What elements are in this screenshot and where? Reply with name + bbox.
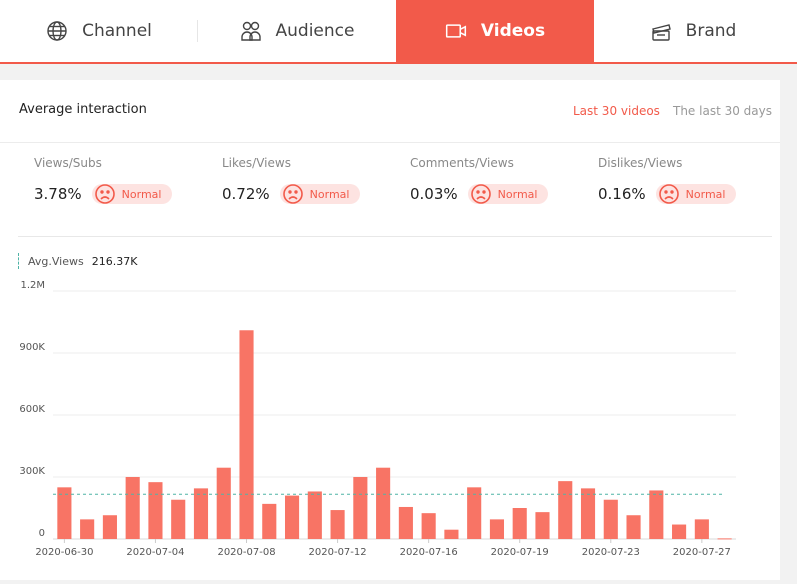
bar [330,510,345,539]
views-bar-chart: 0 300K 600K 900K 1.2M 2020-06-30 2020-07-04 202… [19,280,736,558]
metric-dislikes-views: Dislikes/Views 0.16% Normal [582,156,762,204]
y-tick-label: 1.2M [20,280,45,291]
sad-face-icon [658,184,679,204]
bar [444,529,459,539]
x-tick-label: 2020-07-04 [126,547,184,558]
bar [535,512,550,539]
bar [216,467,231,539]
bar [672,524,687,539]
status-badge: Normal [655,184,737,204]
panel-title: Average interaction [19,102,147,117]
sad-face-icon [282,184,303,204]
bar [80,519,95,539]
y-tick-label: 600K [19,404,45,415]
sad-face-icon [94,184,115,204]
tab-label: Audience [275,21,355,41]
metric-value: 0.16% [598,185,646,203]
tab-label: Brand [685,21,737,41]
tab-divider [197,20,198,42]
bar [239,330,254,539]
bar [489,519,505,539]
panel-header: Average interaction Last 30 videos The l… [0,80,780,143]
average-interaction-panel: Average interaction Last 30 videos The l… [0,80,780,580]
x-tick-label: 2020-07-16 [400,547,458,558]
bar [694,519,709,539]
bar [580,488,596,539]
bar [57,487,72,539]
bar [262,503,277,539]
bar [102,515,117,539]
tab-label: Videos [480,21,546,41]
tab-channel[interactable]: Channel [0,0,198,62]
bar [558,481,573,539]
bar [649,490,664,539]
metric-label: Views/Subs [34,156,102,170]
x-tick-label: 2020-07-27 [673,547,731,558]
video-icon [445,24,466,38]
tab-audience[interactable]: Audience [198,0,396,62]
y-tick-label: 900K [19,342,45,353]
metrics-row: Views/Subs 3.78% Normal Likes/Views 0.72… [18,156,772,237]
bar [717,538,732,540]
globe-icon [47,21,67,41]
brand-icon [651,24,671,41]
bar [421,513,436,539]
average-label: Avg.Views [28,254,84,268]
status-badge: Normal [279,184,361,204]
bar [148,482,163,539]
bar [353,477,368,539]
x-tick-label: 2020-06-30 [35,547,93,558]
status-badge: Normal [91,184,173,204]
bar [626,515,641,539]
metric-views-subs: Views/Subs 3.78% Normal [18,156,198,204]
metric-value: 0.72% [222,185,270,203]
bar [125,477,140,539]
bar [467,487,482,539]
average-views-legend: Avg.Views 216.37K [18,253,137,269]
x-tick-label: 2020-07-19 [491,547,549,558]
metric-label: Comments/Views [410,156,514,170]
status-label: Normal [309,187,350,201]
bar [398,506,413,539]
bar [603,499,618,539]
status-badge: Normal [467,184,549,204]
bar [376,467,391,539]
metric-label: Likes/Views [222,156,291,170]
metric-label: Dislikes/Views [598,156,683,170]
y-tick-label: 300K [19,466,45,477]
range-last-30-days[interactable]: The last 30 days [673,104,772,118]
metric-comments-views: Comments/Views 0.03% Normal [394,156,574,204]
range-last-30-videos[interactable]: Last 30 videos [573,104,660,118]
bar [193,488,209,539]
bar [307,491,322,539]
tab-bar: Channel Audience Videos Brand [0,0,797,64]
bar [171,499,186,539]
tab-label: Channel [82,21,152,41]
y-tick-label: 0 [39,528,45,539]
audience-icon [240,21,261,41]
x-tick-label: 2020-07-23 [582,547,640,558]
metric-value: 0.03% [410,185,458,203]
x-tick-label: 2020-07-12 [309,547,367,558]
tab-videos[interactable]: Videos [396,0,594,62]
average-value: 216.37K [91,254,138,268]
average-line-swatch [18,253,19,269]
bar [512,508,527,539]
metric-value: 3.78% [34,185,82,203]
metric-likes-views: Likes/Views 0.72% Normal [206,156,386,204]
tab-brand[interactable]: Brand [594,0,792,62]
status-label: Normal [685,187,726,201]
status-label: Normal [121,187,162,201]
bar [284,495,300,539]
status-label: Normal [497,187,538,201]
sad-face-icon [470,184,491,204]
x-tick-label: 2020-07-08 [217,547,275,558]
